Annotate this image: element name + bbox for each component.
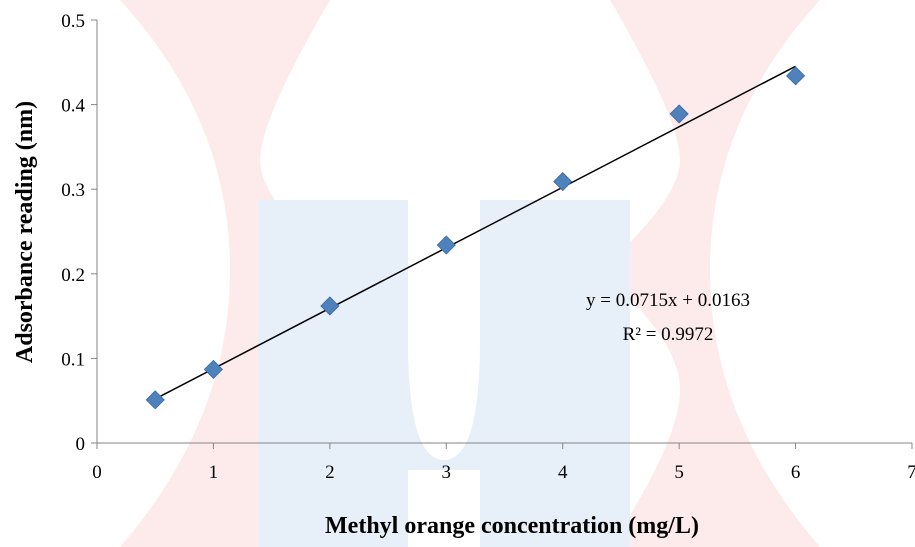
axes (96, 20, 912, 444)
watermark-left-shape (120, 0, 340, 547)
x-tick-label: 3 (442, 462, 452, 483)
data-point (320, 296, 340, 316)
trendline-equation: y = 0.0715x + 0.0163 (586, 290, 750, 311)
y-axis-ticks: 0 0.1 0.2 0.3 0.4 0.5 (61, 11, 97, 455)
x-axis-ticks: 0 1 2 3 4 5 6 7 (92, 443, 915, 483)
trendline-r-squared: R² = 0.9972 (623, 324, 714, 345)
x-tick-label: 2 (325, 462, 335, 483)
data-point (786, 66, 806, 86)
data-point (669, 104, 689, 124)
x-axis-title: Methyl orange concentration (mg/L) (325, 513, 699, 539)
watermark-center-bar-right (480, 200, 630, 547)
data-point (145, 390, 165, 410)
x-tick-label: 6 (791, 462, 801, 483)
y-tick-label: 0.2 (61, 265, 85, 286)
trendline-group (154, 65, 796, 400)
data-point (553, 172, 573, 192)
x-tick-label: 4 (558, 462, 568, 483)
y-tick-label: 0.3 (61, 180, 85, 201)
y-tick-label: 0.1 (61, 349, 85, 370)
watermark-right-shape (600, 0, 820, 547)
x-tick-label: 5 (674, 462, 684, 483)
y-axis-title: Adsorbance reading (nm) (12, 101, 38, 363)
data-point (203, 359, 223, 379)
data-points (145, 66, 806, 410)
data-point (436, 235, 456, 255)
y-tick-label: 0 (76, 434, 86, 455)
x-tick-label: 0 (92, 462, 102, 483)
y-tick-label: 0.4 (61, 96, 85, 117)
watermark-center-arch (408, 340, 480, 470)
y-tick-label: 0.5 (61, 11, 85, 32)
watermark-logo (120, 0, 820, 547)
x-tick-label: 7 (907, 462, 915, 483)
watermark-center-bar-left (258, 200, 408, 547)
trendline (154, 65, 796, 400)
x-tick-label: 1 (209, 462, 219, 483)
